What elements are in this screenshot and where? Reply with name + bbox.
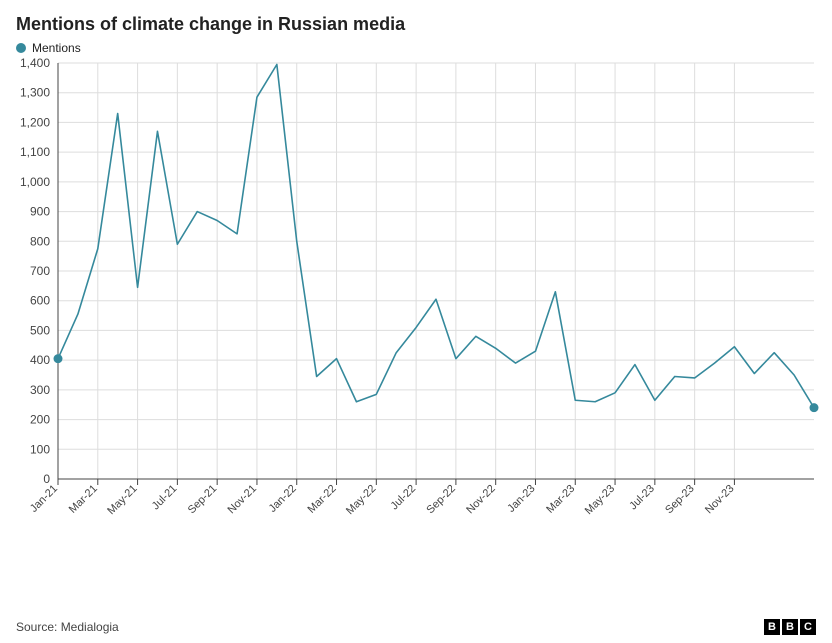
svg-text:Jul-22: Jul-22 xyxy=(389,483,419,513)
svg-text:400: 400 xyxy=(30,353,50,367)
svg-text:Sep-23: Sep-23 xyxy=(663,483,697,517)
legend: Mentions xyxy=(16,41,816,55)
chart-plot-area: 01002003004005006007008009001,0001,1001,… xyxy=(58,61,816,541)
svg-text:Sep-21: Sep-21 xyxy=(186,483,220,517)
bbc-logo-letter: B xyxy=(782,619,798,635)
svg-text:600: 600 xyxy=(30,294,50,308)
svg-text:100: 100 xyxy=(30,442,50,456)
chart-container: Mentions of climate change in Russian me… xyxy=(0,0,832,643)
svg-text:1,300: 1,300 xyxy=(20,86,50,100)
svg-text:Jan-22: Jan-22 xyxy=(267,483,299,515)
svg-text:800: 800 xyxy=(30,234,50,248)
svg-text:Nov-23: Nov-23 xyxy=(703,483,737,517)
legend-label: Mentions xyxy=(32,41,81,55)
svg-text:May-21: May-21 xyxy=(105,483,139,517)
bbc-logo-letter: B xyxy=(764,619,780,635)
bbc-logo-letter: C xyxy=(800,619,816,635)
chart-title: Mentions of climate change in Russian me… xyxy=(16,14,816,35)
svg-text:200: 200 xyxy=(30,413,50,427)
svg-text:700: 700 xyxy=(30,264,50,278)
bbc-logo: BBC xyxy=(764,619,816,635)
svg-text:Jul-23: Jul-23 xyxy=(627,483,657,513)
svg-text:1,200: 1,200 xyxy=(20,115,50,129)
svg-text:Jul-21: Jul-21 xyxy=(150,483,180,513)
svg-text:Sep-22: Sep-22 xyxy=(424,483,458,517)
svg-text:Nov-21: Nov-21 xyxy=(226,483,260,517)
svg-text:Mar-22: Mar-22 xyxy=(306,483,339,516)
svg-text:300: 300 xyxy=(30,383,50,397)
chart-footer: Source: Medialogia BBC xyxy=(16,619,816,635)
source-label: Source: Medialogia xyxy=(16,620,119,634)
svg-text:1,400: 1,400 xyxy=(20,56,50,70)
svg-text:Mar-21: Mar-21 xyxy=(67,483,100,516)
svg-text:900: 900 xyxy=(30,205,50,219)
svg-text:Mar-23: Mar-23 xyxy=(544,483,577,516)
svg-text:Nov-22: Nov-22 xyxy=(464,483,498,517)
svg-text:Jan-21: Jan-21 xyxy=(28,483,60,515)
svg-text:Jan-23: Jan-23 xyxy=(505,483,537,515)
svg-text:500: 500 xyxy=(30,323,50,337)
line-chart: 01002003004005006007008009001,0001,1001,… xyxy=(58,61,816,541)
svg-text:May-22: May-22 xyxy=(344,483,378,517)
legend-marker xyxy=(16,43,26,53)
svg-text:May-23: May-23 xyxy=(583,483,617,517)
svg-text:1,000: 1,000 xyxy=(20,175,50,189)
svg-text:1,100: 1,100 xyxy=(20,145,50,159)
